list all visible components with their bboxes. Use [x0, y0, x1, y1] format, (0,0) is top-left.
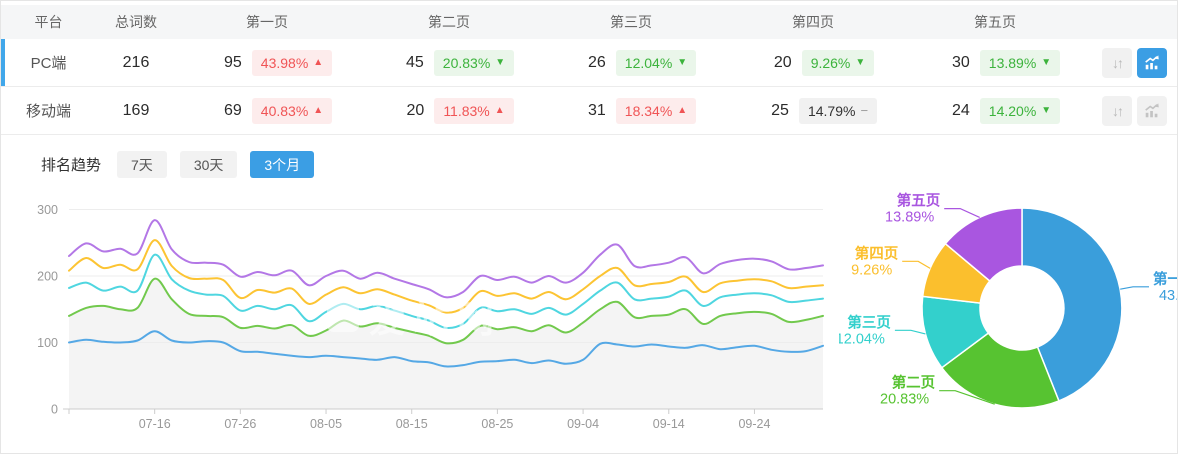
pct-badge: 12.04% ▼: [615, 49, 697, 76]
down-arrow-icon: ▼: [677, 57, 688, 68]
svg-text:09-04: 09-04: [567, 417, 599, 431]
page-count: 95: [224, 53, 242, 71]
page2-cell: 45 20.83% ▼: [358, 39, 540, 86]
svg-text:第五页: 第五页: [897, 192, 941, 210]
svg-text:20.83%: 20.83%: [880, 392, 929, 408]
table-header-row: 平台 总词数 第一页 第二页 第三页 第四页 第五页: [1, 5, 1177, 39]
total-words-value: 216: [122, 53, 150, 71]
down-arrow-icon: ▼: [495, 57, 506, 68]
svg-text:第二页: 第二页: [892, 374, 936, 392]
svg-text:43.98%: 43.98%: [1159, 288, 1178, 304]
page-count: 45: [406, 53, 424, 71]
down-arrow-icon: ▼: [1041, 57, 1052, 68]
page-count: 20: [773, 53, 792, 71]
header-total-words: 总词数: [115, 14, 157, 30]
tab-7days[interactable]: 7天: [117, 151, 167, 178]
page1-cell: 69 40.83% ▲: [176, 87, 358, 134]
pct-badge: 43.98% ▲: [251, 49, 333, 76]
pct-badge: 9.26% ▼: [801, 49, 875, 76]
page4-cell: 25 14.79% −: [722, 87, 904, 134]
platform-label: PC端: [30, 55, 67, 72]
pct-badge: 14.20% ▼: [979, 97, 1061, 124]
table-row-pc[interactable]: PC端 216 95 43.98% ▲ 45 20.83% ▼ 26 12.04% ▼…: [1, 39, 1177, 87]
page-count: 69: [224, 101, 242, 119]
up-arrow-icon: ▲: [677, 105, 688, 116]
page3-cell: 26 12.04% ▼: [540, 39, 722, 86]
svg-text:200: 200: [37, 270, 58, 284]
up-arrow-icon: ▲: [313, 105, 324, 116]
platform-label: 移动端: [25, 103, 71, 120]
pct-badge: 13.89% ▼: [979, 49, 1061, 76]
svg-text:07-26: 07-26: [224, 417, 256, 431]
down-arrow-icon: ▼: [855, 57, 866, 68]
sort-button[interactable]: ↓↑: [1102, 47, 1132, 78]
svg-text:第四页: 第四页: [855, 244, 899, 262]
svg-text:12.04%: 12.04%: [839, 331, 885, 347]
header-page5: 第五页: [974, 14, 1016, 30]
header-page1: 第一页: [246, 14, 288, 30]
flat-dash-icon: −: [860, 103, 869, 118]
svg-text:08-05: 08-05: [310, 417, 342, 431]
svg-text:08-25: 08-25: [481, 417, 513, 431]
page5-cell: 30 13.89% ▼: [904, 39, 1086, 86]
page-count: 20: [406, 101, 425, 119]
table-row-mobile[interactable]: 移动端 169 69 40.83% ▲ 20 11.83% ▲ 31 18.34% ▲…: [1, 87, 1177, 135]
page1-cell: 95 43.98% ▲: [176, 39, 358, 86]
page-count: 24: [952, 101, 970, 119]
down-arrow-icon: ▼: [1041, 105, 1052, 116]
svg-text:09-14: 09-14: [653, 417, 685, 431]
svg-text:09-24: 09-24: [738, 417, 770, 431]
header-page2: 第二页: [428, 14, 470, 30]
svg-text:13.89%: 13.89%: [885, 210, 934, 226]
trend-toolbar: 排名趋势 7天 30天 3个月: [41, 151, 315, 178]
page5-cell: 24 14.20% ▼: [904, 87, 1086, 134]
page-count: 26: [588, 53, 606, 71]
page-count: 30: [952, 53, 970, 71]
page2-cell: 20 11.83% ▲: [358, 87, 540, 134]
svg-text:100: 100: [37, 336, 58, 350]
header-page3: 第三页: [610, 14, 652, 30]
tab-30days[interactable]: 30天: [179, 151, 238, 178]
trend-chart-button[interactable]: [1137, 95, 1167, 126]
sort-arrows-icon: ↓↑: [1112, 54, 1124, 71]
svg-text:07-16: 07-16: [139, 417, 171, 431]
page4-cell: 20 9.26% ▼: [722, 39, 904, 86]
pct-badge: 14.79% −: [798, 97, 878, 124]
trend-section-title: 排名趋势: [41, 157, 102, 174]
svg-text:0: 0: [51, 403, 58, 417]
page-count: 31: [588, 101, 606, 119]
ranking-trend-line-chart: 07-16 07-26 08-05 08-15 08-25 09-04 09-14 09-24…: [37, 203, 824, 431]
up-arrow-icon: ▲: [494, 105, 505, 116]
sort-arrows-icon: ↓↑: [1112, 102, 1124, 119]
page-count: 25: [771, 101, 789, 119]
svg-text:9.26%: 9.26%: [851, 262, 892, 278]
trend-chart-icon: [1145, 54, 1159, 69]
pct-badge: 20.83% ▼: [433, 49, 515, 76]
trend-chart-button-active[interactable]: [1137, 47, 1167, 78]
svg-text:第一页: 第一页: [1153, 270, 1178, 288]
total-words-value: 169: [122, 101, 150, 119]
svg-text:08-15: 08-15: [396, 417, 428, 431]
page3-cell: 31 18.34% ▲: [540, 87, 722, 134]
pct-badge: 11.83% ▲: [434, 97, 514, 124]
sort-button[interactable]: ↓↑: [1102, 95, 1132, 126]
svg-text:300: 300: [37, 203, 58, 217]
tab-3months[interactable]: 3个月: [250, 151, 315, 178]
pct-badge: 18.34% ▲: [615, 97, 697, 124]
svg-text:第三页: 第三页: [847, 313, 891, 331]
ranking-table: 平台 总词数 第一页 第二页 第三页 第四页 第五页 PC端 216 95 43…: [1, 5, 1177, 135]
pct-badge: 40.83% ▲: [251, 97, 333, 124]
header-platform: 平台: [34, 14, 63, 30]
header-page4: 第四页: [792, 14, 834, 30]
up-arrow-icon: ▲: [313, 57, 324, 68]
trend-chart-icon: [1145, 102, 1159, 117]
